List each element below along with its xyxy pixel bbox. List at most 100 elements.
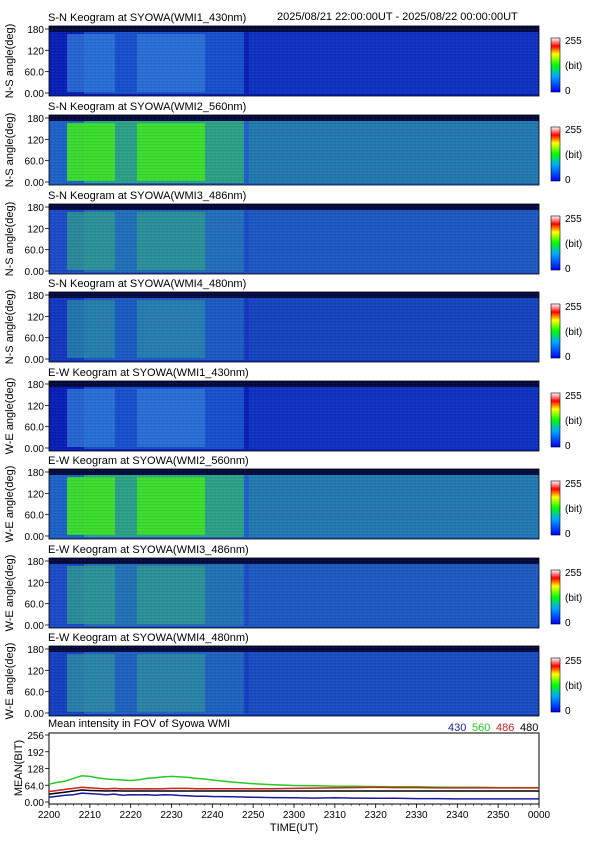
keogram-frame (48, 557, 540, 629)
mean-x-tick-label: 2310 (324, 810, 347, 821)
colorbar (550, 303, 561, 359)
series-line-560 (48, 775, 539, 789)
keogram-texture (49, 646, 539, 716)
keogram-frame (48, 645, 540, 717)
keogram-y-tick-label: 0.00 (25, 178, 45, 189)
keogram-panel: S-N Keogram at SYOWA(WMI2_560nm) 180 120 60… (4, 101, 582, 189)
keogram-ylabel: N-S angle(deg) (4, 290, 16, 365)
mean-x-tick-label: 2350 (487, 810, 510, 821)
keogram-y-tick-label: 60.0 (25, 423, 45, 434)
keogram-ylabel: N-S angle(deg) (4, 113, 16, 188)
colorbar-unit-label: (bit) (565, 504, 582, 515)
keogram-y-tick-label: 180 (27, 291, 44, 302)
keogram-panel: S-N Keogram at SYOWA(WMI4_480nm) 180 120 60… (4, 278, 582, 366)
colorbar-min-label: 0 (565, 441, 571, 452)
keogram-y-tick-label: 60.0 (25, 246, 45, 257)
legend-entry-430: 430 (448, 722, 466, 734)
colorbar-unit-label: (bit) (565, 61, 582, 72)
colorbar-min-label: 0 (565, 618, 571, 629)
colorbar-max-label: 255 (565, 302, 582, 313)
mean-x-tick-label: 2240 (201, 810, 224, 821)
keogram-frame (48, 468, 540, 540)
colorbar-unit-label: (bit) (565, 416, 582, 427)
keogram-texture (49, 381, 539, 451)
mean-intensity-title: Mean intensity in FOV of Syowa WMI (48, 718, 230, 730)
keogram-texture (49, 204, 539, 274)
keogram-ylabel: W-E angle(deg) (4, 378, 16, 455)
mean-series-lines (48, 775, 539, 800)
keogram-texture (49, 558, 539, 628)
keogram-panel: S-N Keogram at SYOWA(WMI1_430nm) 180 120 60… (4, 12, 582, 100)
keogram-y-tick-label: 120 (27, 666, 44, 677)
keogram-title: S-N Keogram at SYOWA(WMI3_486nm) (48, 190, 246, 202)
keogram-title: S-N Keogram at SYOWA(WMI4_480nm) (48, 278, 246, 290)
series-line-480 (48, 789, 539, 795)
colorbar (550, 37, 561, 93)
keogram-y-tick-label: 180 (27, 468, 44, 479)
colorbar (550, 480, 561, 536)
colorbar (550, 215, 561, 271)
keogram-y-tick-label: 60.0 (25, 688, 45, 699)
colorbar-min-label: 0 (565, 86, 571, 97)
keogram-title: S-N Keogram at SYOWA(WMI1_430nm) (48, 12, 246, 24)
colorbar-max-label: 255 (565, 568, 582, 579)
keogram-ylabel: N-S angle(deg) (4, 202, 16, 277)
colorbar-unit-label: (bit) (565, 681, 582, 692)
mean-y-tick-label: 128 (27, 765, 44, 776)
colorbar (550, 657, 561, 713)
keogram-title: E-W Keogram at SYOWA(WMI2_560nm) (48, 455, 249, 467)
keogram-ylabel: W-E angle(deg) (4, 555, 16, 632)
mean-y-tick-label: 64.0 (25, 781, 45, 792)
keogram-y-tick-label: 0.00 (25, 444, 45, 455)
mean-y-tick-label: 0.00 (25, 798, 45, 809)
keogram-title: S-N Keogram at SYOWA(WMI2_560nm) (48, 101, 246, 113)
colorbar (550, 126, 561, 182)
keogram-title: E-W Keogram at SYOWA(WMI1_430nm) (48, 367, 249, 379)
keogram-y-tick-label: 120 (27, 401, 44, 412)
keogram-title: E-W Keogram at SYOWA(WMI4_480nm) (48, 632, 249, 644)
mean-x-tick-label: 2200 (38, 810, 61, 821)
keogram-y-tick-label: 180 (27, 645, 44, 656)
keogram-frame (48, 291, 540, 363)
keogram-y-tick-label: 180 (27, 114, 44, 125)
colorbar-max-label: 255 (565, 391, 582, 402)
colorbar-min-label: 0 (565, 264, 571, 275)
legend-entry-486: 486 (496, 722, 514, 734)
keogram-frame (48, 25, 540, 97)
keogram-y-tick-label: 60.0 (25, 511, 45, 522)
keogram-y-tick-label: 120 (27, 489, 44, 500)
series-line-430 (48, 792, 539, 800)
keogram-y-tick-label: 60.0 (25, 157, 45, 168)
keogram-frame (48, 203, 540, 275)
keogram-y-tick-label: 0.00 (25, 89, 45, 100)
colorbar-max-label: 255 (565, 479, 582, 490)
mean-x-tick-label: 2340 (446, 810, 469, 821)
keogram-ylabel: W-E angle(deg) (4, 466, 16, 543)
colorbar-unit-label: (bit) (565, 593, 582, 604)
keogram-y-tick-label: 120 (27, 135, 44, 146)
keogram-y-tick-label: 60.0 (25, 600, 45, 611)
keogram-y-tick-label: 120 (27, 224, 44, 235)
mean-plot-frame (48, 732, 540, 805)
keogram-frame (48, 380, 540, 452)
keogram-y-tick-label: 0.00 (25, 355, 45, 366)
colorbar-unit-label: (bit) (565, 327, 582, 338)
colorbar-max-label: 255 (565, 214, 582, 225)
mean-x-tick-label: 2230 (160, 810, 183, 821)
colorbar (550, 392, 561, 448)
keogram-y-tick-label: 120 (27, 312, 44, 323)
mean-intensity-panel: Mean intensity in FOV of Syowa WMI 430 56… (13, 718, 551, 834)
keogram-panel: S-N Keogram at SYOWA(WMI3_486nm) 180 120 60… (4, 190, 582, 278)
keogram-y-tick-label: 60.0 (25, 68, 45, 79)
mean-y-tick-label: 256 (27, 731, 44, 742)
legend-entry-560: 560 (472, 722, 490, 734)
mean-x-tick-label: 2250 (242, 810, 265, 821)
keogram-y-tick-label: 0.00 (25, 621, 45, 632)
time-range-label: 2025/08/21 22:00:00UT - 2025/08/22 00:00… (277, 11, 518, 23)
keogram-ylabel: W-E angle(deg) (4, 643, 16, 720)
colorbar-unit-label: (bit) (565, 239, 582, 250)
legend-entry-480: 480 (520, 722, 538, 734)
